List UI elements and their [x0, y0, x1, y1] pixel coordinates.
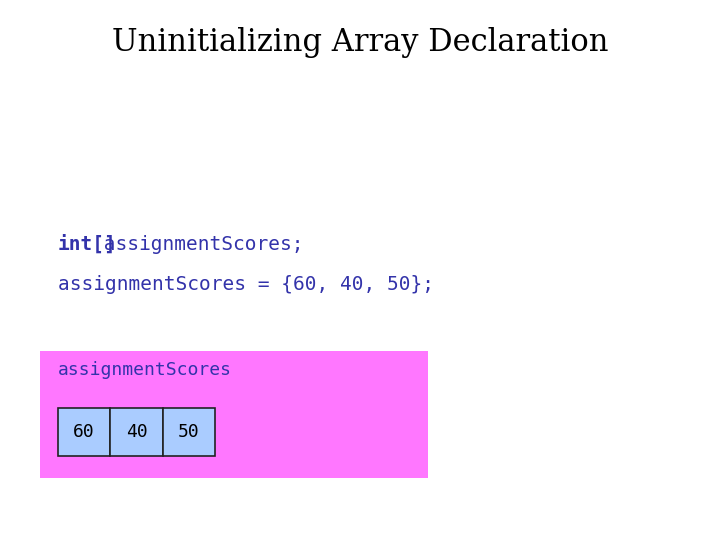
Text: 40: 40: [125, 423, 148, 441]
FancyBboxPatch shape: [110, 408, 163, 456]
Text: 60: 60: [73, 423, 95, 441]
Text: int[]: int[]: [58, 235, 117, 254]
Text: assignmentScores: assignmentScores: [58, 361, 232, 379]
FancyBboxPatch shape: [163, 408, 215, 456]
Text: Uninitializing Array Declaration: Uninitializing Array Declaration: [112, 27, 608, 58]
FancyBboxPatch shape: [40, 351, 428, 478]
Text: 50: 50: [178, 423, 200, 441]
Text: assignmentScores;: assignmentScores;: [92, 235, 304, 254]
FancyBboxPatch shape: [58, 408, 110, 456]
Text: assignmentScores = {60, 40, 50};: assignmentScores = {60, 40, 50};: [58, 275, 433, 294]
